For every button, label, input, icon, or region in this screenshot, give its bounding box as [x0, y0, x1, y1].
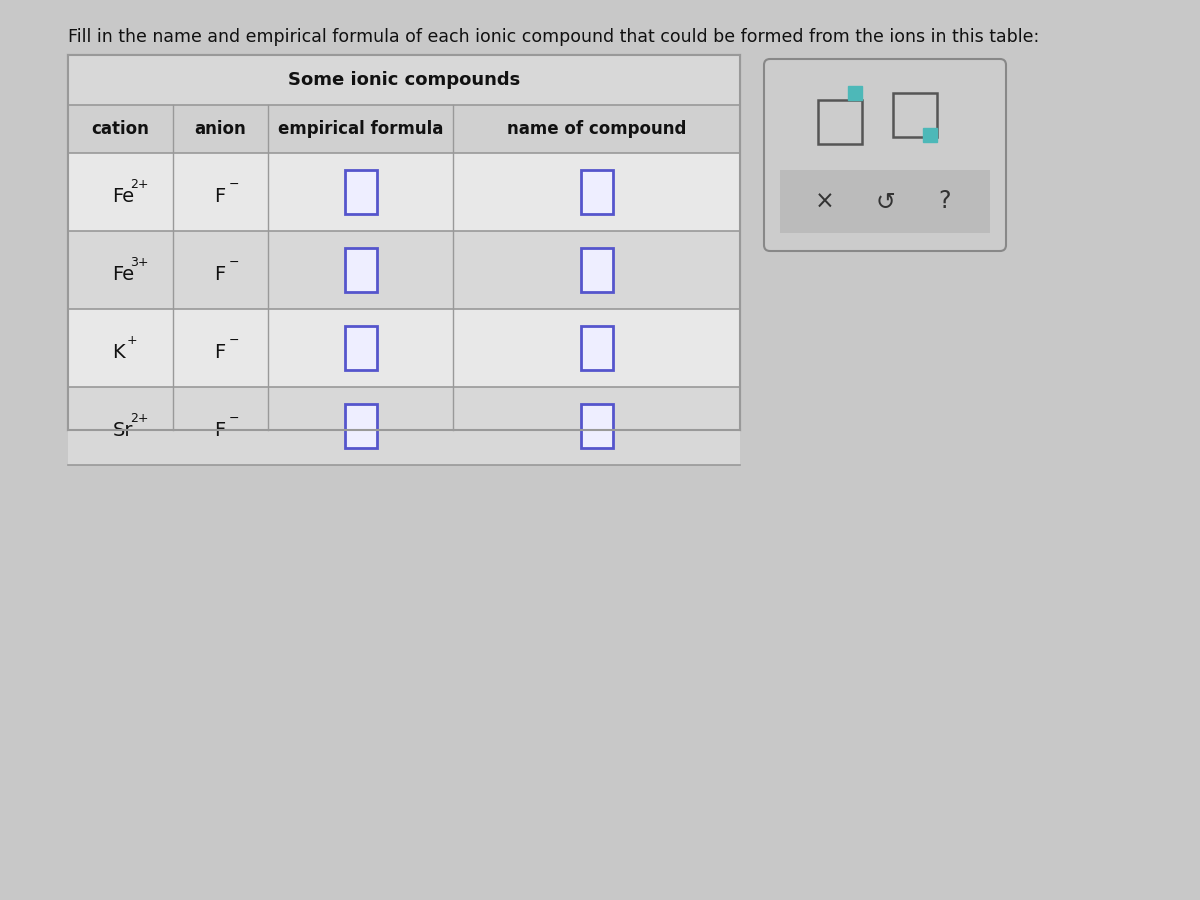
Text: F: F [215, 186, 226, 205]
Text: −: − [228, 411, 239, 425]
Bar [68, 55, 740, 105]
Bar [68, 387, 740, 465]
Text: ?: ? [938, 190, 952, 213]
Bar [923, 128, 937, 142]
Text: +: + [126, 334, 137, 346]
Text: 2+: 2+ [131, 411, 149, 425]
Text: Sr: Sr [113, 420, 133, 439]
Text: −: − [228, 177, 239, 191]
Text: Some ionic compounds: Some ionic compounds [288, 71, 520, 89]
Text: 2+: 2+ [131, 177, 149, 191]
Text: Fe: Fe [113, 186, 134, 205]
Text: anion: anion [194, 120, 246, 138]
Text: −: − [228, 256, 239, 268]
Bar [818, 100, 862, 144]
Bar [344, 248, 377, 292]
Text: ↺: ↺ [875, 190, 895, 213]
Bar [581, 170, 612, 214]
Bar [344, 170, 377, 214]
Text: cation: cation [91, 120, 150, 138]
Bar [68, 309, 740, 387]
Text: Fe: Fe [113, 265, 134, 284]
Text: F: F [215, 420, 226, 439]
Text: empirical formula: empirical formula [278, 120, 443, 138]
Bar [68, 55, 740, 430]
FancyBboxPatch shape [764, 59, 1006, 251]
Text: Fill in the name and empirical formula of each ionic compound that could be form: Fill in the name and empirical formula o… [68, 28, 1039, 46]
Text: −: − [228, 334, 239, 346]
Text: 3+: 3+ [131, 256, 149, 268]
Bar [344, 326, 377, 370]
Text: F: F [215, 343, 226, 362]
Bar [581, 326, 612, 370]
Bar [68, 231, 740, 309]
Bar [581, 248, 612, 292]
Bar [68, 105, 740, 153]
Bar [581, 404, 612, 448]
Text: ×: × [815, 190, 835, 213]
Text: K: K [113, 343, 125, 362]
Bar [68, 153, 740, 231]
Text: F: F [215, 265, 226, 284]
Bar [893, 93, 937, 137]
Text: name of compound: name of compound [506, 120, 686, 138]
Bar [344, 404, 377, 448]
Bar [848, 86, 862, 100]
Bar [780, 170, 990, 233]
